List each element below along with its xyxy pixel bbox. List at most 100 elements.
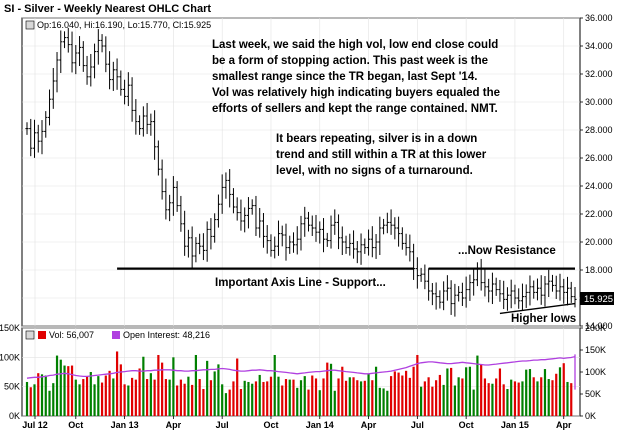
volume-bar xyxy=(371,380,374,416)
volume-bar xyxy=(183,383,186,416)
volume-bar xyxy=(232,381,235,416)
volume-bar xyxy=(352,377,355,416)
volume-tick-label: 100K xyxy=(0,352,20,362)
volume-bar xyxy=(480,364,483,416)
x-tick-label: Jan 13 xyxy=(111,420,139,430)
volume-bar xyxy=(386,390,389,416)
volume-bar xyxy=(89,372,92,416)
volume-bar xyxy=(314,378,318,416)
volume-bar xyxy=(284,379,288,416)
x-tick-label: Jan 15 xyxy=(501,420,529,430)
volume-bar xyxy=(29,387,32,416)
volume-bar xyxy=(25,381,29,416)
price-bars xyxy=(25,27,577,317)
volume-bar xyxy=(465,367,468,416)
volume-bar xyxy=(44,375,47,416)
x-tick-label: Oct xyxy=(459,420,474,430)
volume-bar xyxy=(138,368,141,416)
volume-bar xyxy=(33,384,36,416)
volume-bar xyxy=(78,384,81,416)
volume-bar xyxy=(115,351,119,416)
volume-bars xyxy=(25,351,573,416)
volume-bar xyxy=(67,366,70,416)
volume-bar xyxy=(161,362,164,416)
annotation-line: level, with no signs of a turnaround. xyxy=(276,165,473,177)
oi-tick-label: 200K xyxy=(585,323,606,333)
last-price-value: 15.925 xyxy=(584,294,613,305)
annotation-line: Vol was relatively high indicating buyer… xyxy=(212,87,500,99)
volume-bar xyxy=(112,378,115,416)
x-tick-label: Jan 14 xyxy=(306,420,334,430)
volume-bar xyxy=(438,374,441,416)
volume-bar xyxy=(389,376,393,416)
open-interest-axis: 0K 50K 100K 150K 200K xyxy=(580,323,606,421)
volume-bar xyxy=(213,371,216,416)
volume-bar xyxy=(513,381,517,416)
volume-bar xyxy=(123,384,126,416)
volume-bar xyxy=(487,383,490,416)
volume-bar xyxy=(329,363,333,416)
volume-bar xyxy=(288,379,291,416)
volume-bar xyxy=(191,384,194,416)
price-panel xyxy=(21,17,581,327)
volume-bar xyxy=(532,377,535,416)
volume-tick-label: 50K xyxy=(4,382,20,392)
volume-bar xyxy=(254,381,258,416)
volume-bar xyxy=(224,393,228,416)
volume-bar xyxy=(70,365,74,416)
volume-bar xyxy=(337,378,340,416)
oi-tick-label: 150K xyxy=(585,345,606,355)
volume-bar xyxy=(149,373,152,416)
open-interest-line xyxy=(26,354,576,390)
volume-bar xyxy=(40,374,44,416)
volume-bar xyxy=(251,383,254,416)
volume-bar xyxy=(427,377,430,416)
volume-bar xyxy=(198,379,201,416)
volume-bar xyxy=(281,385,284,416)
x-tick-label: Apr xyxy=(361,420,377,430)
volume-bar xyxy=(397,372,400,416)
volume-bar xyxy=(517,382,520,416)
volume-bar xyxy=(221,384,224,416)
volume-bar xyxy=(127,385,130,416)
volume-bar xyxy=(344,380,348,416)
volume-bar xyxy=(562,363,565,416)
price-tick-label: 18.000 xyxy=(585,265,613,275)
annotation-line: efforts of sellers and kept the range co… xyxy=(212,103,498,115)
volume-bar xyxy=(179,379,182,416)
volume-bar xyxy=(100,382,104,416)
volume-bar xyxy=(423,381,426,416)
volume-bar xyxy=(367,373,370,416)
chart-title: SI - Silver - Weekly Nearest OHLC Chart xyxy=(4,3,211,15)
price-tick-label: 30.000 xyxy=(585,97,613,107)
volume-bar xyxy=(202,389,205,416)
volume-bar xyxy=(322,378,325,416)
volume-bar xyxy=(326,362,329,416)
volume-bar xyxy=(446,368,449,416)
volume-bar xyxy=(59,359,62,416)
x-tick-label: Jul 12 xyxy=(22,420,48,430)
volume-bar xyxy=(176,385,179,416)
panel-collapse-icon[interactable] xyxy=(25,20,35,30)
volume-bar xyxy=(431,386,434,416)
oi-legend-swatch xyxy=(112,331,120,339)
volume-bar xyxy=(292,379,295,416)
oi-legend-label: Open Interest: 48,216 xyxy=(123,330,210,340)
price-tick-label: 26.000 xyxy=(585,153,613,163)
volume-bar xyxy=(412,366,415,416)
volume-bar xyxy=(495,378,498,416)
oi-tick-label: 50K xyxy=(585,389,601,399)
x-tick-label: Oct xyxy=(68,420,83,430)
volume-panel-collapse-icon[interactable] xyxy=(25,330,35,340)
annotation-line: It bears repeating, silver is in a down xyxy=(276,133,477,145)
volume-bar xyxy=(97,376,100,416)
volume-bar xyxy=(525,369,528,416)
volume-bar xyxy=(558,367,562,416)
x-tick-label: Jul xyxy=(411,420,424,430)
volume-bar xyxy=(510,379,513,416)
volume-bar xyxy=(461,378,464,416)
volume-bar xyxy=(37,373,40,416)
volume-bar xyxy=(435,380,438,416)
volume-bar xyxy=(333,390,336,416)
volume-bar xyxy=(483,378,487,416)
